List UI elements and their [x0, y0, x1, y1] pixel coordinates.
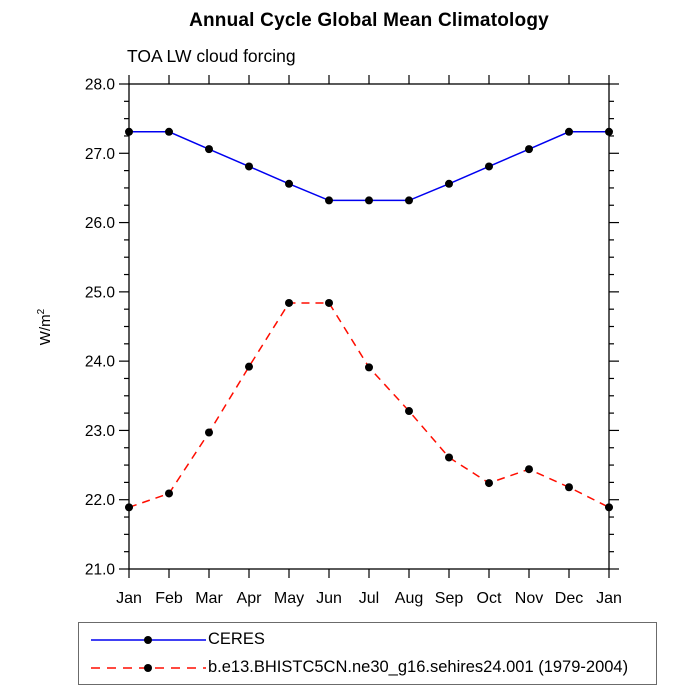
svg-text:Apr: Apr [237, 590, 263, 607]
axes: 21.0 22.0 23.0 24.0 25.0 26.0 27.0 28.0 Jan Feb Ma… [85, 75, 622, 607]
svg-text:Oct: Oct [477, 590, 502, 607]
legend-item-model: b.e13.BHISTC5CN.ne30_g16.sehires24.001 (… [85, 654, 656, 682]
svg-text:23.0: 23.0 [85, 423, 116, 440]
svg-text:27.0: 27.0 [85, 146, 116, 163]
svg-text:May: May [274, 590, 304, 607]
series-0 [125, 127, 613, 205]
svg-text:25.0: 25.0 [85, 284, 116, 301]
svg-text:24.0: 24.0 [85, 354, 116, 371]
legend-label-model: b.e13.BHISTC5CN.ne30_g16.sehires24.001 (… [208, 658, 629, 676]
svg-text:Mar: Mar [195, 590, 223, 607]
legend-line-sample-ceres [91, 635, 206, 644]
legend-item-ceres: CERES [85, 626, 656, 654]
svg-text:Feb: Feb [155, 590, 183, 607]
chart-subtitle: TOA LW cloud forcing [127, 46, 296, 66]
svg-text:Jul: Jul [359, 590, 379, 607]
svg-text:Jan: Jan [116, 590, 142, 607]
legend-label-ceres: CERES [208, 630, 265, 648]
svg-text:Sep: Sep [435, 590, 464, 607]
legend-line-sample-model [91, 663, 206, 672]
svg-text:Jun: Jun [316, 590, 342, 607]
svg-text:28.0: 28.0 [85, 77, 116, 94]
series-1 [125, 298, 613, 512]
svg-text:22.0: 22.0 [85, 492, 116, 509]
svg-text:Dec: Dec [555, 590, 583, 607]
svg-text:Nov: Nov [515, 590, 543, 607]
chart-title: Annual Cycle Global Mean Climatology [189, 10, 549, 31]
legend: CERES b.e13.BHISTC5CN.ne30_g16.sehires24… [78, 622, 657, 685]
svg-text:21.0: 21.0 [85, 562, 116, 579]
svg-text:Aug: Aug [395, 590, 423, 607]
svg-text:Jan: Jan [596, 590, 622, 607]
svg-text:26.0: 26.0 [85, 215, 116, 232]
